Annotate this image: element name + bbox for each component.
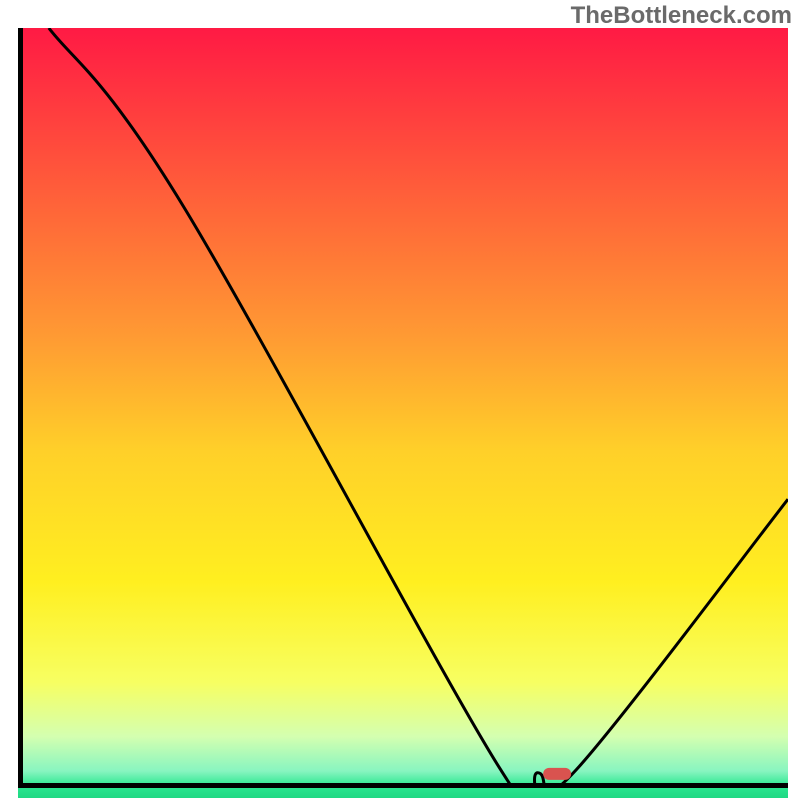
- plot-area: [18, 28, 788, 788]
- watermark-text: TheBottleneck.com: [571, 2, 792, 30]
- y-axis: [18, 28, 23, 788]
- x-axis: [18, 783, 788, 788]
- bottleneck-curve: [18, 28, 788, 788]
- chart-container: TheBottleneck.com: [0, 0, 800, 800]
- optimum-marker: [543, 767, 571, 779]
- curve-path: [49, 28, 788, 788]
